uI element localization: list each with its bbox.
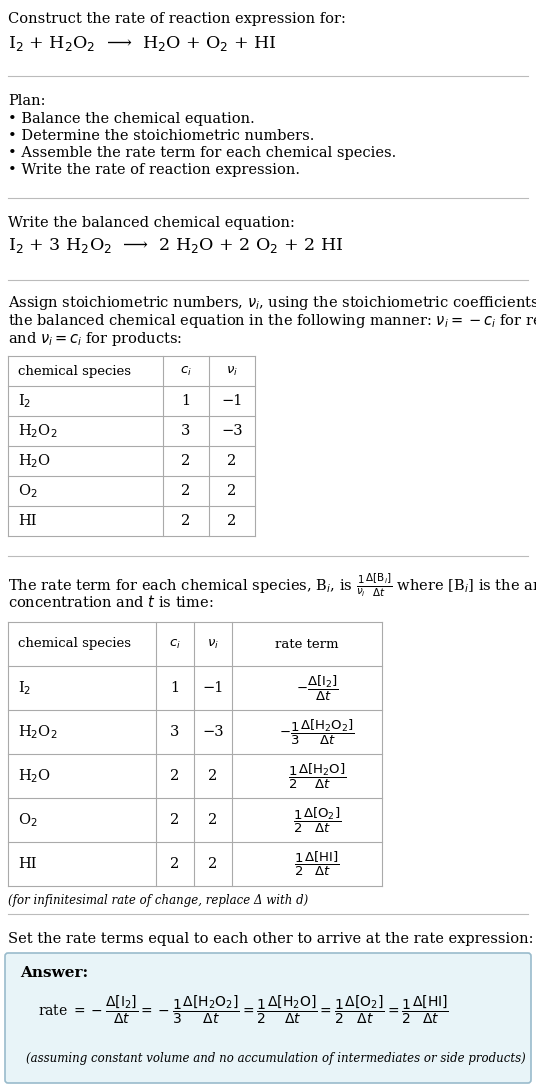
Text: H$_2$O: H$_2$O xyxy=(18,452,51,470)
Text: Plan:: Plan: xyxy=(8,94,46,108)
Text: 2: 2 xyxy=(170,770,180,783)
Text: H$_2$O$_2$: H$_2$O$_2$ xyxy=(18,723,57,741)
Text: (assuming constant volume and no accumulation of intermediates or side products): (assuming constant volume and no accumul… xyxy=(26,1052,526,1065)
Text: 1: 1 xyxy=(182,393,191,408)
Text: • Assemble the rate term for each chemical species.: • Assemble the rate term for each chemic… xyxy=(8,146,396,160)
Text: Set the rate terms equal to each other to arrive at the rate expression:: Set the rate terms equal to each other t… xyxy=(8,932,533,946)
Text: chemical species: chemical species xyxy=(18,364,131,377)
Text: H$_2$O$_2$: H$_2$O$_2$ xyxy=(18,422,57,440)
Text: • Balance the chemical equation.: • Balance the chemical equation. xyxy=(8,112,255,126)
Text: I$_2$ + H$_2$O$_2$  ⟶  H$_2$O + O$_2$ + HI: I$_2$ + H$_2$O$_2$ ⟶ H$_2$O + O$_2$ + HI xyxy=(8,34,277,53)
Text: O$_2$: O$_2$ xyxy=(18,811,38,828)
Text: 3: 3 xyxy=(170,725,180,739)
Text: 2: 2 xyxy=(209,857,218,871)
Text: $\dfrac{1}{2}\dfrac{\Delta[\mathrm{O_2}]}{\Delta t}$: $\dfrac{1}{2}\dfrac{\Delta[\mathrm{O_2}]… xyxy=(293,806,341,835)
Text: rate term: rate term xyxy=(276,638,339,651)
Text: 2: 2 xyxy=(170,813,180,827)
FancyBboxPatch shape xyxy=(5,953,531,1083)
Text: the balanced chemical equation in the following manner: $\nu_i = -c_i$ for react: the balanced chemical equation in the fo… xyxy=(8,312,536,330)
Text: $\nu_i$: $\nu_i$ xyxy=(226,364,238,377)
Text: HI: HI xyxy=(18,514,36,528)
Text: 2: 2 xyxy=(181,484,191,498)
Text: 2: 2 xyxy=(181,514,191,528)
Text: • Determine the stoichiometric numbers.: • Determine the stoichiometric numbers. xyxy=(8,129,315,143)
Text: 2: 2 xyxy=(209,813,218,827)
Text: (for infinitesimal rate of change, replace Δ with d): (for infinitesimal rate of change, repla… xyxy=(8,894,308,907)
Text: O$_2$: O$_2$ xyxy=(18,482,38,500)
Text: −1: −1 xyxy=(202,681,224,695)
Text: $c_i$: $c_i$ xyxy=(180,364,192,377)
Text: 1: 1 xyxy=(170,681,180,695)
Text: −3: −3 xyxy=(202,725,224,739)
Text: chemical species: chemical species xyxy=(18,638,131,651)
Text: $c_i$: $c_i$ xyxy=(169,638,181,651)
Text: Construct the rate of reaction expression for:: Construct the rate of reaction expressio… xyxy=(8,12,346,26)
Text: Answer:: Answer: xyxy=(20,966,88,980)
Text: H$_2$O: H$_2$O xyxy=(18,767,51,785)
Text: 2: 2 xyxy=(227,514,236,528)
Text: 3: 3 xyxy=(181,424,191,438)
Text: −3: −3 xyxy=(221,424,243,438)
Text: The rate term for each chemical species, B$_i$, is $\frac{1}{\nu_i}\frac{\Delta[: The rate term for each chemical species,… xyxy=(8,572,536,600)
Text: 2: 2 xyxy=(227,455,236,468)
Text: rate $= -\dfrac{\Delta[\mathrm{I_2}]}{\Delta t} = -\dfrac{1}{3}\dfrac{\Delta[\ma: rate $= -\dfrac{\Delta[\mathrm{I_2}]}{\D… xyxy=(38,994,449,1027)
Text: $\nu_i$: $\nu_i$ xyxy=(207,638,219,651)
Text: $-\dfrac{\Delta[\mathrm{I_2}]}{\Delta t}$: $-\dfrac{\Delta[\mathrm{I_2}]}{\Delta t}… xyxy=(296,674,338,703)
Text: and $\nu_i = c_i$ for products:: and $\nu_i = c_i$ for products: xyxy=(8,330,182,348)
Text: 2: 2 xyxy=(181,455,191,468)
Text: 2: 2 xyxy=(170,857,180,871)
Text: $\dfrac{1}{2}\dfrac{\Delta[\mathrm{HI}]}{\Delta t}$: $\dfrac{1}{2}\dfrac{\Delta[\mathrm{HI}]}… xyxy=(294,850,340,879)
Text: 2: 2 xyxy=(209,770,218,783)
Text: concentration and $t$ is time:: concentration and $t$ is time: xyxy=(8,594,213,610)
Text: −1: −1 xyxy=(221,393,243,408)
Text: Assign stoichiometric numbers, $\nu_i$, using the stoichiometric coefficients, $: Assign stoichiometric numbers, $\nu_i$, … xyxy=(8,294,536,312)
Text: $\dfrac{1}{2}\dfrac{\Delta[\mathrm{H_2O}]}{\Delta t}$: $\dfrac{1}{2}\dfrac{\Delta[\mathrm{H_2O}… xyxy=(288,762,346,790)
Text: I$_2$: I$_2$ xyxy=(18,392,31,410)
Text: Write the balanced chemical equation:: Write the balanced chemical equation: xyxy=(8,216,295,230)
Text: 2: 2 xyxy=(227,484,236,498)
Text: • Write the rate of reaction expression.: • Write the rate of reaction expression. xyxy=(8,164,300,177)
Text: HI: HI xyxy=(18,857,36,871)
Text: I$_2$: I$_2$ xyxy=(18,679,31,697)
Text: I$_2$ + 3 H$_2$O$_2$  ⟶  2 H$_2$O + 2 O$_2$ + 2 HI: I$_2$ + 3 H$_2$O$_2$ ⟶ 2 H$_2$O + 2 O$_2… xyxy=(8,237,343,255)
Text: $-\dfrac{1}{3}\dfrac{\Delta[\mathrm{H_2O_2}]}{\Delta t}$: $-\dfrac{1}{3}\dfrac{\Delta[\mathrm{H_2O… xyxy=(279,717,355,747)
